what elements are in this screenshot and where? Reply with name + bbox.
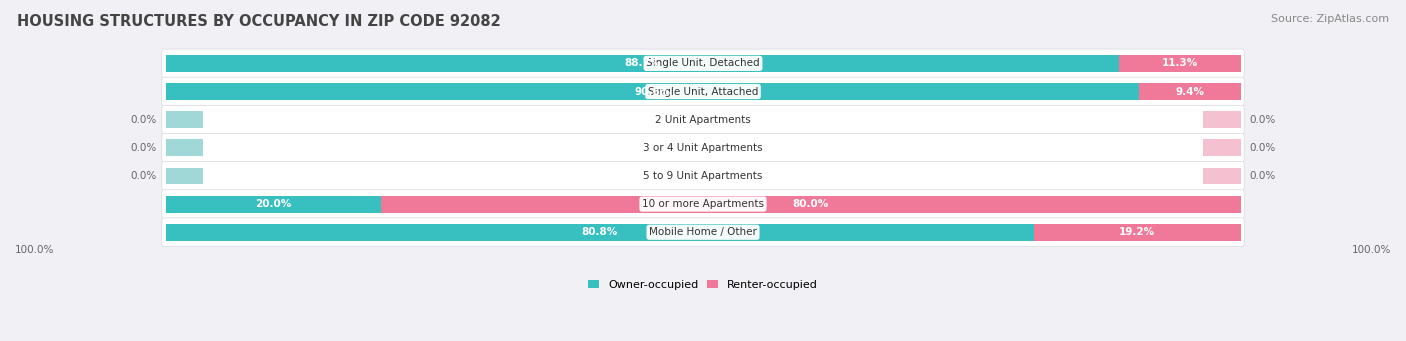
Text: Single Unit, Attached: Single Unit, Attached	[648, 87, 758, 97]
Text: 80.0%: 80.0%	[793, 199, 828, 209]
Legend: Owner-occupied, Renter-occupied: Owner-occupied, Renter-occupied	[583, 275, 823, 294]
Bar	[166, 55, 1119, 72]
FancyBboxPatch shape	[162, 105, 1244, 134]
FancyBboxPatch shape	[162, 190, 1244, 219]
Bar	[1204, 139, 1240, 156]
Bar	[1139, 83, 1240, 100]
Text: Single Unit, Detached: Single Unit, Detached	[647, 58, 759, 69]
FancyBboxPatch shape	[162, 133, 1244, 162]
Text: 0.0%: 0.0%	[131, 143, 157, 153]
Bar	[166, 167, 202, 184]
Text: 90.6%: 90.6%	[634, 87, 671, 97]
Bar	[166, 224, 1033, 241]
Text: 0.0%: 0.0%	[131, 171, 157, 181]
Bar	[1204, 167, 1240, 184]
Bar	[1033, 224, 1240, 241]
Text: 19.2%: 19.2%	[1119, 227, 1156, 237]
Text: 2 Unit Apartments: 2 Unit Apartments	[655, 115, 751, 125]
Text: 0.0%: 0.0%	[1249, 143, 1275, 153]
Bar	[166, 139, 202, 156]
Text: 0.0%: 0.0%	[1249, 115, 1275, 125]
Text: Source: ZipAtlas.com: Source: ZipAtlas.com	[1271, 14, 1389, 24]
Text: Mobile Home / Other: Mobile Home / Other	[650, 227, 756, 237]
Text: 3 or 4 Unit Apartments: 3 or 4 Unit Apartments	[643, 143, 763, 153]
Bar	[1204, 111, 1240, 128]
Text: 100.0%: 100.0%	[1351, 245, 1391, 255]
Bar	[166, 196, 381, 212]
Text: 9.4%: 9.4%	[1175, 87, 1205, 97]
Text: 100.0%: 100.0%	[15, 245, 55, 255]
Text: 20.0%: 20.0%	[254, 199, 291, 209]
FancyBboxPatch shape	[162, 49, 1244, 78]
Text: HOUSING STRUCTURES BY OCCUPANCY IN ZIP CODE 92082: HOUSING STRUCTURES BY OCCUPANCY IN ZIP C…	[17, 14, 501, 29]
Text: 88.7%: 88.7%	[624, 58, 661, 69]
Text: 80.8%: 80.8%	[582, 227, 617, 237]
Text: 11.3%: 11.3%	[1161, 58, 1198, 69]
FancyBboxPatch shape	[162, 218, 1244, 247]
Text: 10 or more Apartments: 10 or more Apartments	[643, 199, 763, 209]
Bar	[166, 111, 202, 128]
Text: 5 to 9 Unit Apartments: 5 to 9 Unit Apartments	[644, 171, 762, 181]
Bar	[166, 83, 1139, 100]
Text: 0.0%: 0.0%	[1249, 171, 1275, 181]
Bar	[381, 196, 1240, 212]
FancyBboxPatch shape	[162, 162, 1244, 190]
FancyBboxPatch shape	[162, 77, 1244, 106]
Bar	[1119, 55, 1240, 72]
Text: 0.0%: 0.0%	[131, 115, 157, 125]
